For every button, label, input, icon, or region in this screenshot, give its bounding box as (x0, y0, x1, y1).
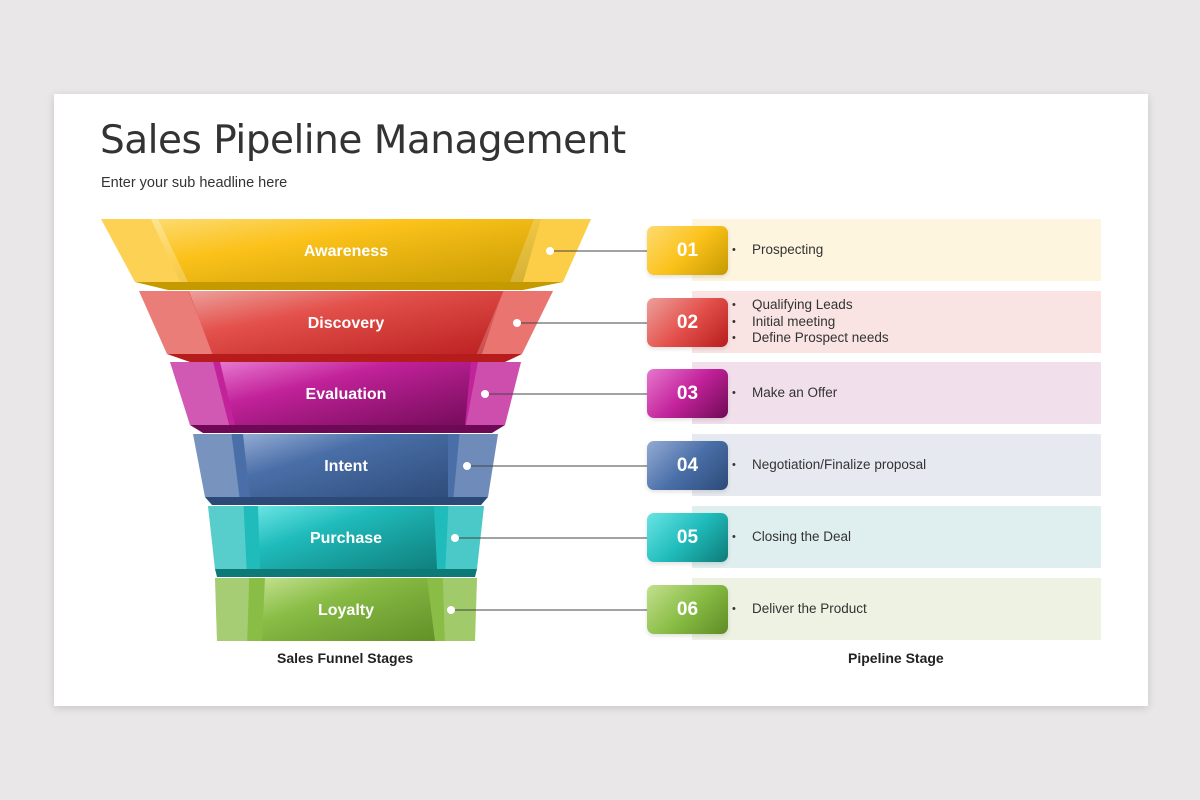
stage-left-facet (101, 219, 188, 282)
pipeline-item-list: Negotiation/Finalize proposal (732, 457, 1101, 474)
stage-left-facet (215, 578, 250, 641)
connector-dot (546, 247, 554, 255)
stage-number-badge: 04 (647, 441, 728, 490)
stage-label: Evaluation (306, 386, 387, 403)
pipeline-item: Define Prospect needs (732, 330, 1101, 347)
pipeline-item: Make an Offer (732, 385, 1101, 402)
funnel-stage-purchase[interactable]: Purchase (208, 506, 484, 577)
stage-lip (190, 425, 505, 433)
stage-lip (135, 282, 563, 290)
stage-left-facet (170, 362, 230, 425)
pipeline-item-list: Prospecting (732, 242, 1101, 259)
funnel-stage-evaluation[interactable]: Evaluation (170, 362, 521, 433)
stage-left-facet (193, 434, 240, 497)
pipeline-caption: Pipeline Stage (848, 650, 944, 666)
stage-lip (167, 354, 522, 362)
stage-band-highlight (258, 506, 437, 569)
funnel-stage-loyalty[interactable]: Loyalty (215, 578, 477, 641)
pipeline-item-list: Deliver the Product (732, 601, 1101, 618)
stage-band-highlight (189, 291, 503, 354)
connector-dot (451, 534, 459, 542)
stage-band-highlight (262, 578, 435, 641)
pipeline-panel-03: Make an Offer (692, 362, 1101, 424)
stage-label: Loyalty (318, 602, 374, 619)
stage-left-facet (139, 291, 213, 354)
stage-number-badge: 06 (647, 585, 728, 634)
funnel-stage-awareness[interactable]: Awareness (101, 219, 591, 290)
pipeline-panel-05: Closing the Deal (692, 506, 1101, 568)
stage-label: Intent (324, 458, 368, 475)
pipeline-item: Deliver the Product (732, 601, 1101, 618)
pipeline-panel-02: Qualifying LeadsInitial meetingDefine Pr… (692, 291, 1101, 353)
stage-number-badge: 03 (647, 369, 728, 418)
pipeline-item: Qualifying Leads (732, 297, 1101, 314)
stage-band-highlight (243, 434, 448, 497)
stage-left-facet (208, 506, 247, 569)
stage-number-badge: 05 (647, 513, 728, 562)
funnel-stage-discovery[interactable]: Discovery (139, 291, 553, 362)
connector-dot (513, 319, 521, 327)
pipeline-item: Prospecting (732, 242, 1101, 259)
page-title: Sales Pipeline Management (100, 118, 626, 163)
stage-label: Purchase (310, 530, 382, 547)
stage-label: Discovery (308, 315, 385, 332)
pipeline-item-list: Qualifying LeadsInitial meetingDefine Pr… (732, 297, 1101, 347)
pipeline-item: Initial meeting (732, 314, 1101, 331)
connector-dot (463, 462, 471, 470)
pipeline-panel-04: Negotiation/Finalize proposal (692, 434, 1101, 496)
pipeline-item: Closing the Deal (732, 529, 1101, 546)
pipeline-panel-06: Deliver the Product (692, 578, 1101, 640)
pipeline-item-list: Closing the Deal (732, 529, 1101, 546)
page-subtitle: Enter your sub headline here (101, 175, 288, 191)
connector-dot (481, 390, 489, 398)
funnel-stage-intent[interactable]: Intent (193, 434, 498, 505)
stage-number-badge: 02 (647, 298, 728, 347)
stage-band-highlight (220, 362, 471, 425)
pipeline-item: Negotiation/Finalize proposal (732, 457, 1101, 474)
funnel-caption: Sales Funnel Stages (277, 650, 414, 666)
connector-dot (447, 606, 455, 614)
stage-number-badge: 01 (647, 226, 728, 275)
stage-band-highlight (151, 219, 541, 282)
stage-lip (205, 497, 488, 505)
pipeline-panel-01: Prospecting (692, 219, 1101, 281)
pipeline-item-list: Make an Offer (732, 385, 1101, 402)
stage-label: Awareness (304, 243, 388, 260)
stage-lip (215, 569, 477, 577)
